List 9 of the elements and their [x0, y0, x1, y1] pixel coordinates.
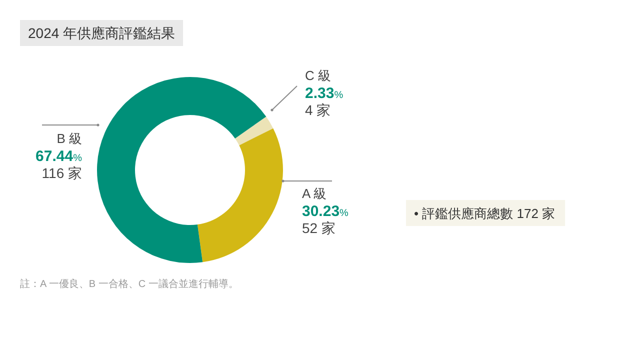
data-label: 2.33% 4 家	[305, 85, 344, 118]
text: • 評鑑供應商總數 172 家	[414, 206, 556, 221]
text: 註：A 一優良、B 一合格、C 一議合並進行輔導。	[20, 278, 238, 290]
slice-label: C 級	[305, 68, 331, 83]
slice-label: A 級	[302, 186, 327, 201]
slice-label: B 級	[56, 131, 82, 146]
chart-title: 2024 年供應商評鑑結果	[28, 25, 176, 41]
data-label: 30.23% 52 家	[302, 203, 349, 236]
data-label: 67.44% 116 家	[36, 148, 82, 181]
